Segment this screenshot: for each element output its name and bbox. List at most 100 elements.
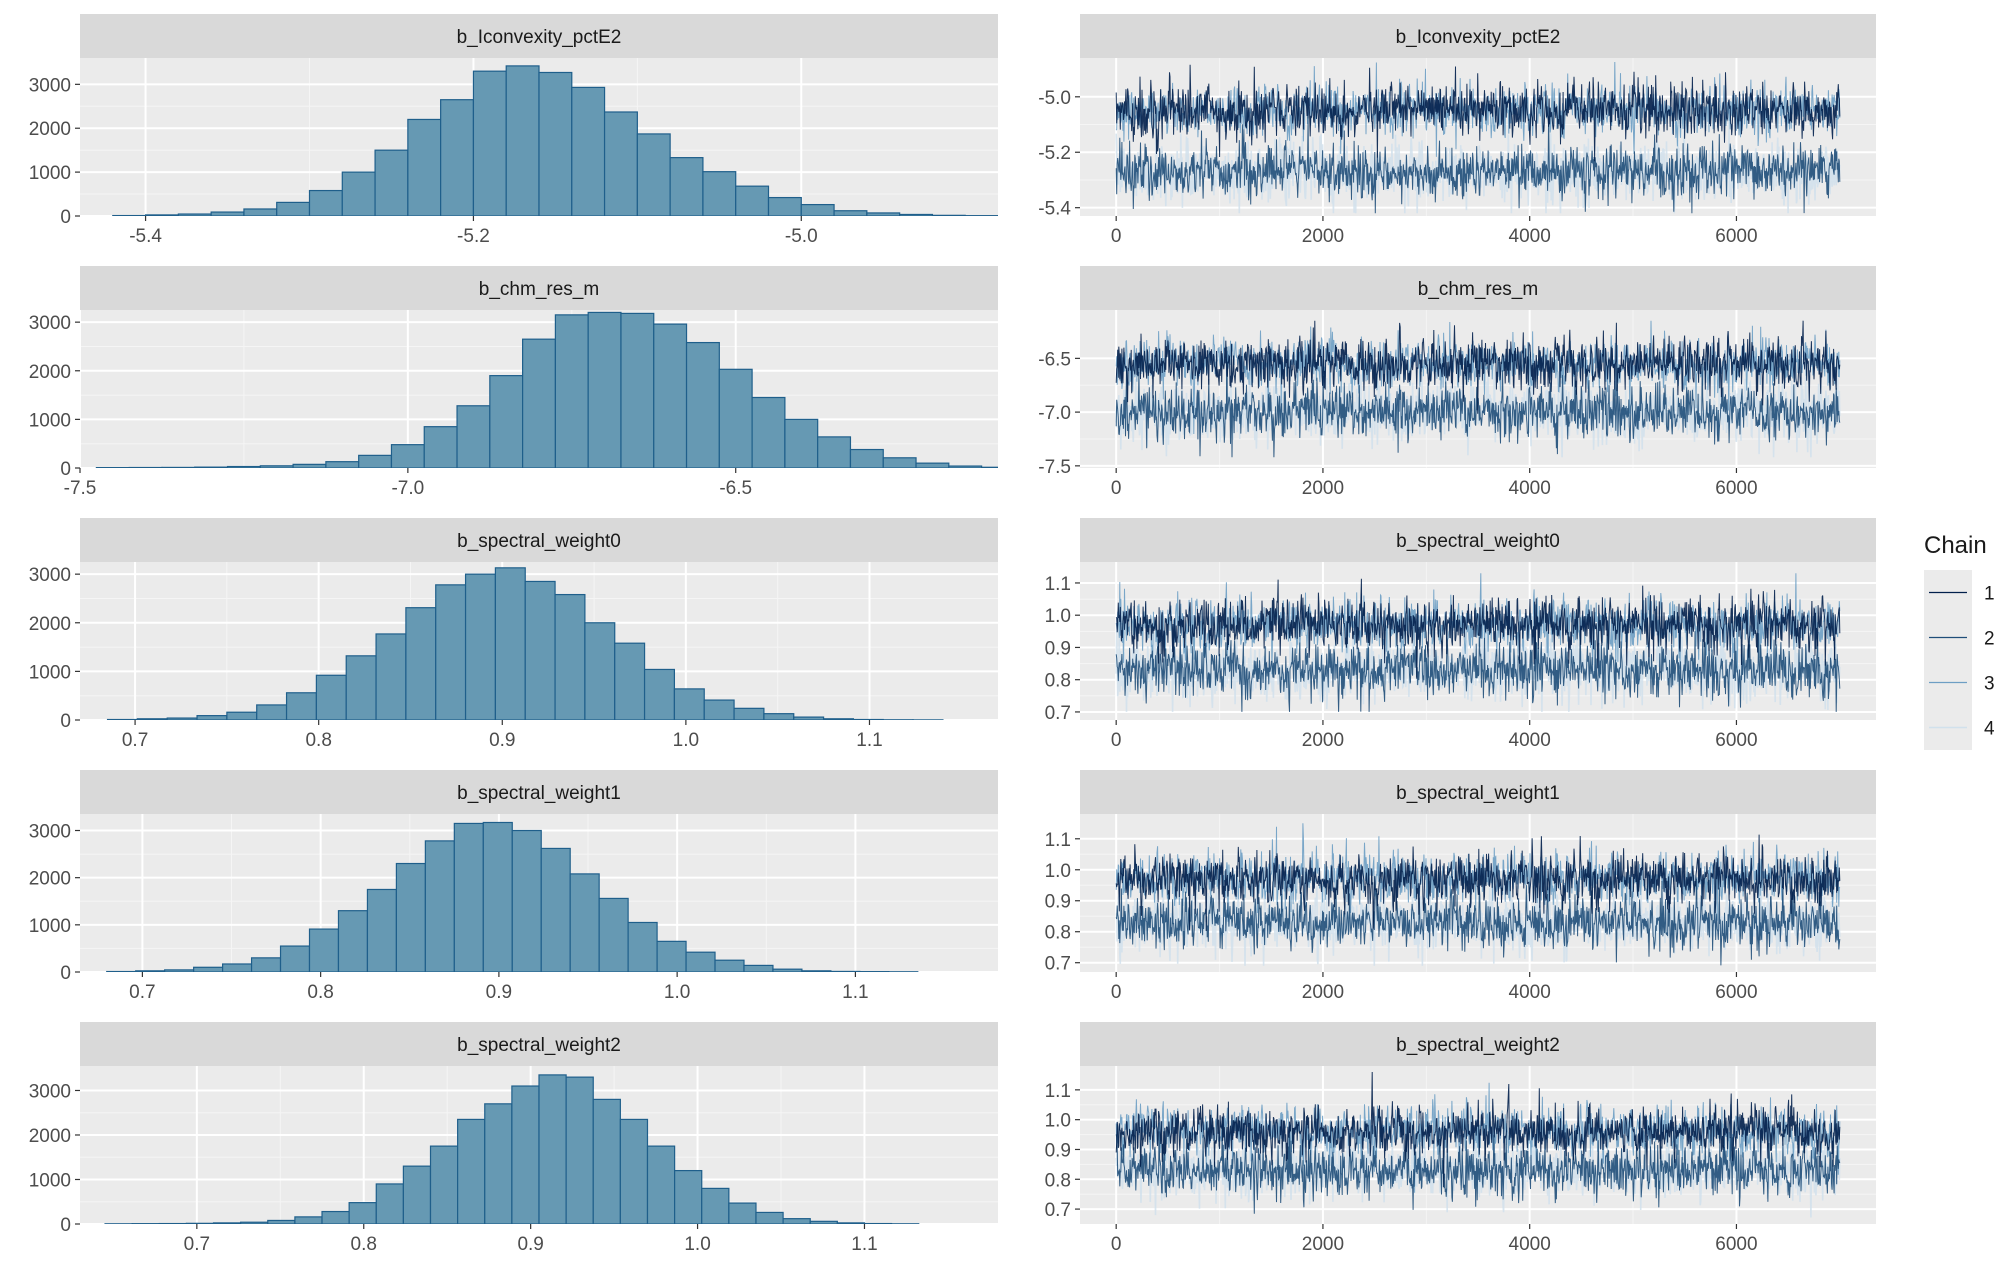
x-tick-label: 0.7	[129, 982, 155, 1003]
chain-1-trace	[1115, 578, 1841, 679]
histogram-bar	[793, 716, 825, 720]
histogram-bar	[915, 462, 950, 468]
histogram-bar	[106, 718, 138, 720]
chain-2-trace	[1115, 1123, 1841, 1214]
histogram-bar	[619, 1118, 649, 1224]
x-tick-label: 0.8	[351, 1234, 377, 1255]
histogram-bar	[457, 1118, 486, 1224]
legend-label: 4	[1984, 719, 1995, 740]
histogram-bar	[308, 189, 343, 216]
y-tick-label: 0	[60, 1215, 71, 1236]
facet-title: b_spectral_weight1	[457, 783, 621, 804]
histogram-bar	[598, 897, 629, 972]
x-tick-label: 4000	[1509, 478, 1551, 499]
histogram-bar	[863, 1222, 893, 1224]
chain-legend: Chain 1 2 3 4	[1924, 532, 1995, 750]
histogram-bars	[112, 65, 998, 216]
histogram-bar	[489, 375, 524, 468]
y-tick-label: 0	[60, 459, 71, 480]
histogram-bar	[472, 70, 507, 216]
histogram-bar	[538, 1074, 567, 1224]
histogram-bar	[784, 418, 819, 468]
histogram-bar	[767, 196, 802, 216]
histogram-bar	[584, 622, 616, 720]
chain-1-trace	[1115, 834, 1841, 932]
histogram-bar	[592, 1098, 621, 1224]
histogram-bar	[161, 466, 196, 468]
x-tick-label: 2000	[1302, 982, 1344, 1003]
y-tick-label: 1.1	[1045, 1081, 1071, 1102]
histogram-bar	[830, 970, 861, 972]
y-tick-label: 0.9	[1045, 1140, 1071, 1161]
trace-lines	[1115, 573, 1841, 712]
facet-title: b_spectral_weight2	[457, 1035, 621, 1056]
histogram-bar	[817, 436, 852, 468]
legend-label: 3	[1984, 674, 1995, 695]
x-tick-label: 0	[1111, 1234, 1122, 1255]
histogram-bar	[801, 970, 832, 972]
trace-panel-0: b_Iconvexity_pctE2 0 2000 4000 6000 -5.4 -5.2 -…	[1038, 14, 1876, 247]
y-tick-label: 3000	[29, 313, 71, 334]
histogram-bar	[464, 573, 496, 720]
x-tick-label: 1.0	[673, 730, 699, 751]
histogram-bar	[321, 1210, 350, 1224]
histogram-bar	[763, 713, 795, 720]
histogram-bar	[524, 580, 556, 720]
histogram-bar	[423, 426, 458, 468]
histogram-bar	[144, 214, 179, 216]
histogram-bar	[285, 692, 317, 720]
histogram-bar	[643, 668, 676, 720]
histogram-bar	[800, 203, 835, 216]
x-tick-label: 0.8	[307, 982, 333, 1003]
histogram-bar	[337, 910, 369, 972]
legend-label: 2	[1984, 629, 1995, 650]
x-tick-label: 6000	[1715, 478, 1757, 499]
y-tick-label: 0	[60, 711, 71, 732]
histogram-bar	[341, 171, 376, 216]
histogram-bar	[456, 405, 491, 468]
histogram-bar	[554, 314, 589, 468]
histogram-bars	[95, 311, 998, 468]
histogram-bar	[685, 951, 716, 972]
y-tick-label: -5.0	[1038, 88, 1071, 109]
histogram-bar	[259, 465, 294, 468]
histogram-bar	[755, 1211, 784, 1224]
histogram-panel-2: b_spectral_weight0 0.7 0.8 0.9 1.0 1.1 0 1000 20…	[29, 518, 998, 751]
y-tick-label: 3000	[29, 822, 71, 843]
histogram-bar	[931, 214, 966, 216]
x-tick-label: -5.0	[785, 226, 818, 247]
facet-title: b_spectral_weight2	[1396, 1035, 1560, 1056]
y-tick-label: 0.8	[1045, 1170, 1071, 1191]
histogram-bar	[494, 567, 526, 720]
histogram-bar	[603, 111, 638, 216]
x-tick-label: 6000	[1715, 730, 1757, 751]
y-tick-label: -7.5	[1038, 457, 1071, 478]
histogram-bar	[250, 957, 282, 972]
histogram-bar	[374, 149, 409, 216]
x-tick-label: 1.1	[842, 982, 868, 1003]
histogram-bar	[440, 99, 475, 216]
histogram-bar	[538, 71, 573, 216]
histogram-bar	[656, 940, 687, 972]
facet-strip	[1080, 770, 1876, 814]
facet-strip	[80, 1022, 998, 1066]
facet-title: b_spectral_weight0	[1396, 531, 1560, 552]
trace-lines	[1115, 320, 1841, 458]
histogram-bar	[348, 1202, 377, 1224]
trace-lines	[1115, 1071, 1841, 1218]
chain-2-trace	[1115, 625, 1841, 712]
facet-strip	[1080, 14, 1876, 58]
x-tick-label: 0.7	[184, 1234, 210, 1255]
y-tick-label: 0.8	[1045, 923, 1071, 944]
trace-panel-3: b_spectral_weight1 0 2000 4000 6000 0.7 0.8 0.9…	[1045, 770, 1876, 1003]
y-tick-label: 2000	[29, 869, 71, 890]
histogram-bar	[620, 312, 655, 468]
legend-label: 1	[1984, 584, 1995, 605]
histogram-bar	[882, 719, 914, 720]
x-tick-label: 2000	[1302, 730, 1344, 751]
histogram-bar	[345, 655, 377, 720]
histogram-bar	[587, 311, 622, 468]
histogram-bar	[424, 840, 455, 972]
facet-strip	[1080, 518, 1876, 562]
